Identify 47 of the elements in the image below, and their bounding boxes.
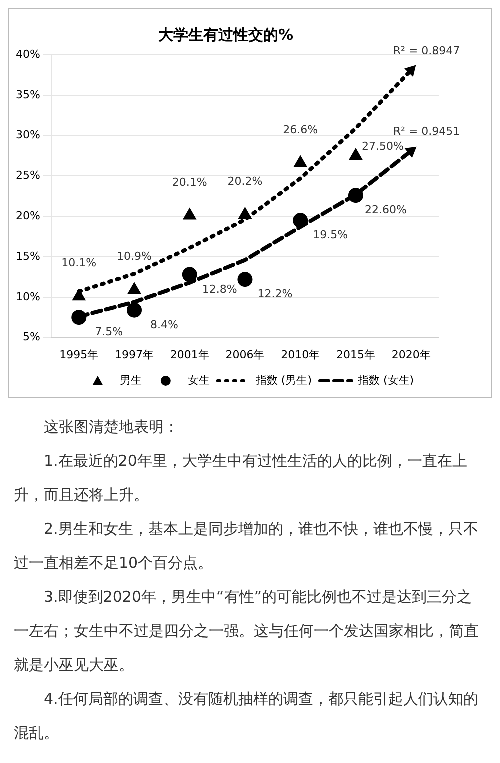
point <box>128 282 142 294</box>
legend-label: 男生 <box>120 374 142 387</box>
y-tick-label: 25% <box>16 169 40 182</box>
x-tick-label: 1995年 <box>60 348 99 362</box>
annotation: R² = 0.8947 <box>393 44 460 58</box>
data-label: 12.2% <box>258 288 293 301</box>
data-label: 7.5% <box>95 326 124 339</box>
data-label: 19.5% <box>313 228 348 242</box>
x-tick-label: 2006年 <box>226 348 265 362</box>
data-label: 20.2% <box>228 174 263 188</box>
point <box>348 188 364 204</box>
text: 1.在最近的20年里，大学生中有过性生活的人的比例，一直在上升，而且还将上升。 <box>14 451 468 506</box>
data-label: 10.1% <box>62 256 97 270</box>
y-tick-label: 40% <box>16 48 40 61</box>
x-tick-label: 2015年 <box>336 348 376 362</box>
point <box>293 213 308 228</box>
legend-label: 指数 (女生) <box>357 374 414 387</box>
legend-label: 女生 <box>188 374 210 387</box>
x-tick-label: 2020年 <box>392 348 431 362</box>
y-tick-label: 20% <box>16 209 40 222</box>
y-tick-label: 30% <box>16 128 40 142</box>
point <box>72 310 87 326</box>
data-label: 20.1% <box>172 176 208 189</box>
legend-label: 指数 (男生) <box>254 374 312 387</box>
data-label: 27.50% <box>362 140 404 153</box>
annotation: R² = 0.9451 <box>393 125 460 138</box>
point <box>182 267 198 282</box>
data-label: 10.9% <box>117 250 152 264</box>
point <box>238 272 253 288</box>
text: 4.任何局部的调查、没有随机抽样的调查，都只能引起人们认知的混乱。 <box>14 689 480 744</box>
text: 2.男生和女生，基本上是同步增加的，谁也不快，谁也不慢，只不过一直相差不足10个百分点。 <box>14 519 480 574</box>
point <box>126 302 142 318</box>
x-tick-label: 1997年 <box>114 348 154 362</box>
text: 3.即使到2020年，男生中“有性”的可能比例也不过是达到三分之一左右；女生中不过是四分之一强。这与任何一个发达国家相比，简直就是小巫见大巫。 <box>14 587 480 676</box>
point <box>72 289 86 301</box>
text: 这张图清楚地表明： <box>43 417 180 438</box>
x-tick-label: 2010年 <box>281 348 320 362</box>
y-tick-label: 35% <box>16 88 40 102</box>
data-label: 26.6% <box>283 123 318 136</box>
data-label: 8.4% <box>150 318 178 332</box>
data-label: 22.60% <box>364 204 407 217</box>
y-tick-label: 10% <box>16 290 40 304</box>
x-tick-label: 2001年 <box>170 348 210 362</box>
y-tick-label: 5% <box>22 330 40 344</box>
data-label: 12.8% <box>202 282 238 296</box>
chart-title: 大学生有过性交的% <box>158 26 294 44</box>
y-tick-label: 15% <box>16 250 40 263</box>
